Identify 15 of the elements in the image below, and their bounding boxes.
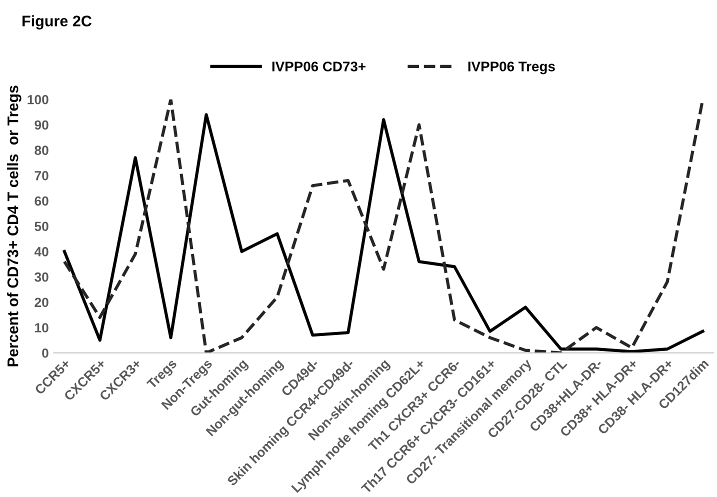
chart-title: Figure 2C	[22, 15, 92, 30]
legend-label: IVPP06 CD73+	[272, 62, 366, 72]
y-tick-label: 0	[42, 348, 48, 358]
y-tick-label: 70	[34, 171, 48, 180]
y-axis-title: Percent of CD73+ CD4 T cells or Tregs	[7, 86, 22, 366]
y-tick-label: 40	[34, 247, 48, 256]
legend-label: IVPP06 Tregs	[468, 62, 555, 74]
y-tick-label: 20	[34, 298, 48, 308]
y-tick-label: 30	[34, 272, 48, 282]
y-tick-label: 80	[34, 146, 48, 156]
y-tick-label: 60	[34, 196, 48, 206]
y-tick-label: 10	[35, 323, 48, 332]
y-tick-label: 100	[28, 94, 48, 104]
y-tick-label: 90	[34, 120, 48, 130]
y-tick-label: 50	[34, 222, 48, 232]
